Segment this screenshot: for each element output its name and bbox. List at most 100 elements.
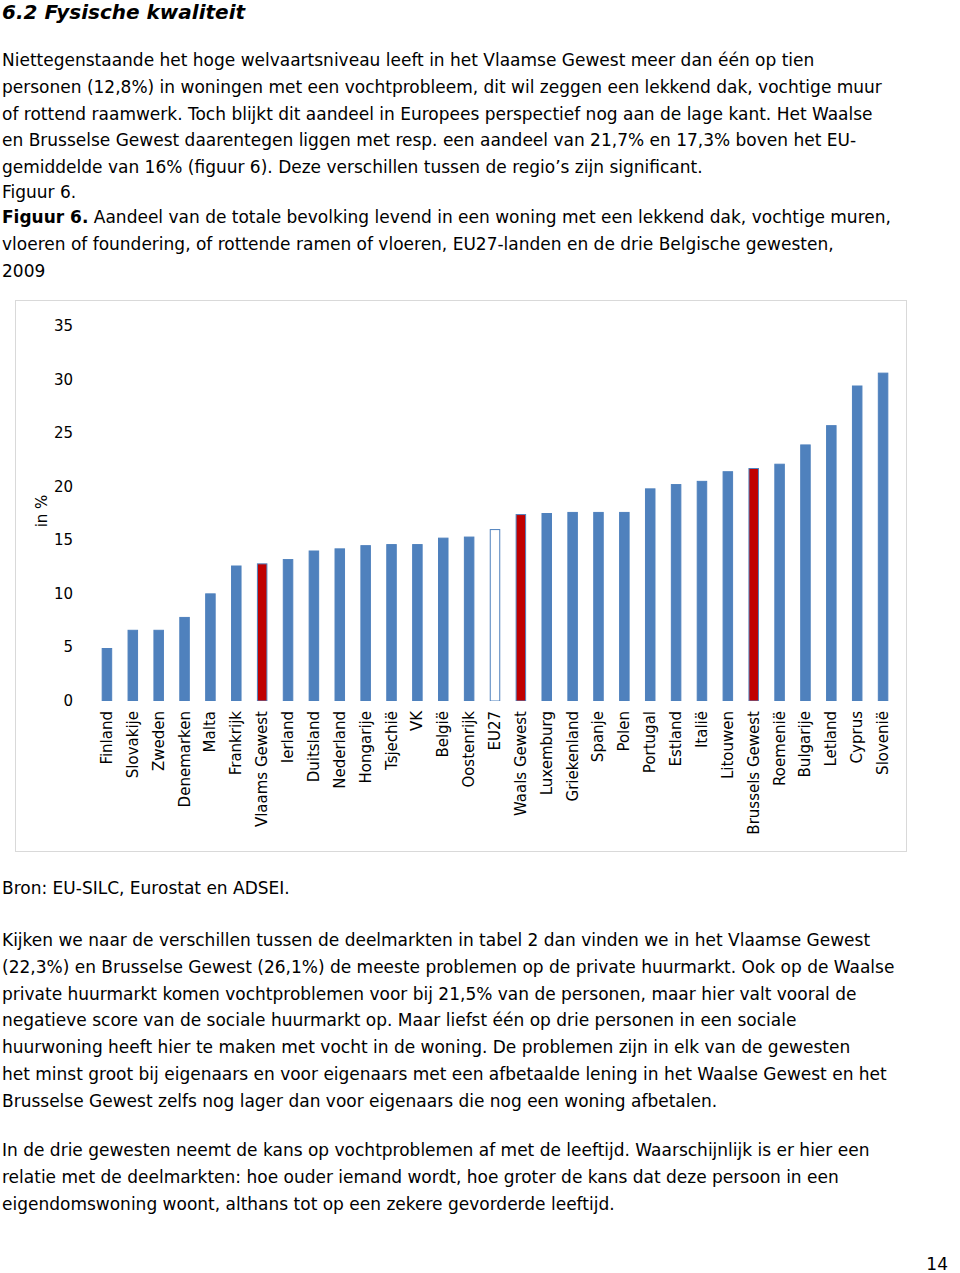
x-tick-label: VK [408, 710, 426, 731]
bar [206, 594, 216, 701]
y-tick-label: 0 [63, 692, 73, 710]
text-line: eigendomswoning woont, althans tot op ee… [2, 1193, 615, 1215]
x-tick-label: Finland [98, 711, 116, 765]
caption-text: Aandeel van de totale bevolking levend i… [94, 207, 891, 227]
x-tick-label: Oostenrijk [460, 711, 478, 788]
y-axis-label: in % [33, 495, 51, 528]
page-number: 14 [926, 1254, 948, 1273]
x-tick-label: Malta [201, 711, 219, 752]
bar [413, 545, 423, 701]
x-tick-label: België [434, 711, 452, 758]
x-tick-label: Brussels Gewest [745, 711, 763, 835]
bar [542, 514, 552, 702]
bar [464, 537, 474, 701]
x-tick-label: Slovenië [874, 711, 892, 775]
bar [827, 426, 837, 701]
x-tick-label: Cyprus [848, 711, 866, 764]
caption-text: vloeren of foundering, of rottende ramen… [2, 234, 834, 254]
bar [620, 512, 630, 701]
x-tick-label: Litouwen [719, 711, 737, 779]
text-line: huurwoning heeft hier te maken met vocht… [2, 1036, 850, 1058]
y-tick-label: 15 [54, 531, 73, 549]
bar [387, 545, 397, 701]
bar [361, 546, 371, 701]
x-tick-label: Slovakije [124, 711, 142, 778]
x-tick-label: Waals Gewest [512, 711, 530, 816]
bar [568, 512, 578, 701]
bar [749, 469, 759, 702]
x-tick-label: EU27 [486, 711, 504, 751]
x-tick-label: Nederland [331, 711, 349, 789]
text-line: Kijken we naar de verschillen tussen de … [2, 929, 870, 951]
bar [180, 617, 190, 701]
bar [801, 445, 811, 701]
bar [102, 649, 112, 702]
text-line: gemiddelde van 16% (figuur 6). Deze vers… [2, 156, 703, 178]
text-line: Brusselse Gewest zelfs nog lager dan voo… [2, 1090, 717, 1112]
x-tick-label: Hongarije [357, 711, 375, 783]
caption-text: 2009 [2, 261, 45, 281]
chart: in % 0 5 10 15 20 25 30 35 Finland Slovakije Zweden… [16, 301, 906, 851]
text-line: relatie met de deelmarkten: hoe ouder ie… [2, 1166, 839, 1188]
x-tick-label: Estland [667, 711, 685, 767]
figure-label: Figuur 6. [2, 207, 88, 227]
bar [128, 630, 138, 701]
text-line: private huurmarkt komen vochtproblemen v… [2, 983, 856, 1005]
text-line: het minst groot bij eigenaars en voor ei… [2, 1063, 887, 1085]
x-tick-label: Vlaams Gewest [253, 711, 271, 827]
bar [154, 630, 164, 701]
bar [257, 564, 267, 701]
y-tick-label: 25 [54, 424, 73, 442]
bar [671, 485, 681, 701]
bars [102, 373, 888, 701]
text-line: negatieve score van de sociale huurmarkt… [2, 1009, 796, 1031]
y-tick-label: 5 [63, 638, 73, 656]
bar [878, 373, 888, 701]
x-tick-label: Polen [615, 711, 633, 752]
bar [309, 551, 319, 701]
text-line: en Brusselse Gewest daarentegen liggen m… [2, 129, 856, 151]
bar [490, 530, 500, 701]
x-tick-label: Griekenland [564, 711, 582, 801]
bar [439, 538, 449, 701]
bar [232, 566, 242, 701]
x-tick-label: Duitsland [305, 711, 323, 782]
x-tick-label: Letland [822, 711, 840, 767]
text-line: personen (12,8%) in woningen met een voc… [2, 76, 882, 98]
bar [516, 515, 526, 701]
source-line: Bron: EU-SILC, Eurostat en ADSEI. [2, 877, 290, 899]
bar [283, 560, 293, 701]
bar [775, 464, 785, 701]
bar [723, 472, 733, 701]
x-tick-label: Tsjechië [383, 711, 401, 771]
y-tick-label: 10 [54, 585, 73, 603]
x-tick-label: Bulgarije [796, 711, 814, 777]
x-tick-label: Portugal [641, 711, 659, 773]
text-line: Niettegenstaande het hoge welvaartsnivea… [2, 49, 814, 71]
text-line: In de drie gewesten neemt de kans op voc… [2, 1139, 869, 1161]
x-tick-label: Zweden [150, 711, 168, 771]
section-title: 6.2 Fysische kwaliteit [2, 0, 245, 24]
bar [852, 386, 862, 701]
x-tick-label: Luxemburg [538, 711, 556, 795]
y-tick-label: 30 [54, 371, 73, 389]
x-tick-label: Spanje [589, 711, 607, 762]
caption-line: Figuur 6. Aandeel van de totale bevolkin… [2, 206, 891, 228]
bar [335, 549, 345, 701]
text-line: (22,3%) en Brusselse Gewest (26,1%) de m… [2, 956, 894, 978]
figure-heading: Figuur 6. [2, 181, 76, 203]
bar [594, 512, 604, 701]
y-tick-label: 35 [54, 317, 73, 335]
chart-frame: in % 0 5 10 15 20 25 30 35 Finland Slovakije Zweden… [15, 300, 907, 852]
bar [697, 481, 707, 701]
x-tick-label: Roemenië [771, 711, 789, 786]
y-tick-label: 20 [54, 478, 73, 496]
text-line: of rottend raamwerk. Toch blijkt dit aan… [2, 103, 873, 125]
x-tick-label: Denemarken [176, 711, 194, 807]
x-tick-label: Frankrijk [227, 711, 245, 776]
x-tick-label: Italië [693, 711, 711, 748]
x-tick-label: Ierland [279, 711, 297, 763]
caption-line: vloeren of foundering, of rottende ramen… [2, 233, 834, 255]
caption-line: 2009 [2, 260, 45, 282]
bar [645, 489, 655, 701]
